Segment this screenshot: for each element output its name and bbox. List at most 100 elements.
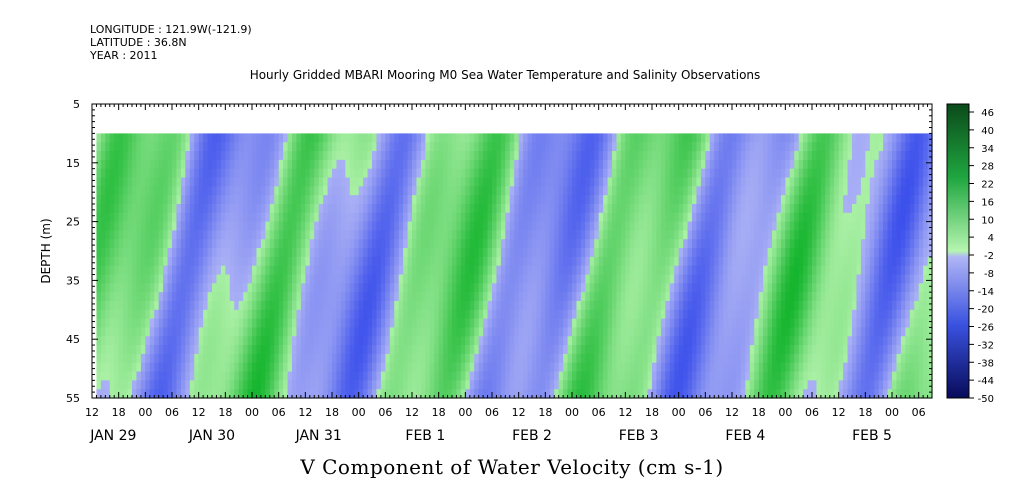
heatmap-cell	[598, 283, 604, 293]
heatmap-cell	[709, 239, 715, 249]
heatmap-cell	[740, 300, 746, 311]
heatmap-cell	[358, 256, 364, 267]
heatmap-cell	[647, 230, 653, 240]
heatmap-cell	[434, 239, 440, 249]
heatmap-cell	[692, 353, 698, 364]
heatmap-cell	[389, 371, 395, 381]
heatmap-cell	[149, 256, 155, 267]
heatmap-cell	[683, 203, 689, 214]
heatmap-cell	[234, 318, 240, 329]
heatmap-cell	[96, 151, 102, 161]
heatmap-cell	[758, 221, 764, 232]
heatmap-cell	[727, 142, 733, 152]
heatmap-cell	[238, 133, 244, 143]
heatmap-cell	[727, 265, 733, 276]
heatmap-cell	[265, 186, 271, 196]
heatmap-cell	[652, 389, 658, 399]
heatmap-cell	[189, 274, 195, 284]
heatmap-cell	[683, 371, 689, 381]
heatmap-cell	[825, 283, 831, 293]
heatmap-cell	[300, 265, 306, 276]
heatmap-cell	[514, 389, 520, 399]
heatmap-cell	[523, 353, 529, 364]
heatmap-cell	[469, 380, 475, 390]
heatmap-cell	[709, 353, 715, 364]
heatmap-cell	[598, 177, 604, 187]
heatmap-cell	[758, 292, 764, 302]
heatmap-cell	[509, 203, 515, 214]
heatmap-cell	[305, 300, 311, 311]
heatmap-cell	[820, 239, 826, 249]
heatmap-cell	[269, 389, 275, 399]
heatmap-cell	[274, 292, 280, 302]
heatmap-cell	[780, 230, 786, 240]
heatmap-cell	[665, 177, 671, 187]
heatmap-cell	[149, 362, 155, 373]
heatmap-cell	[212, 186, 218, 196]
heatmap-cell	[687, 336, 693, 346]
heatmap-cell	[616, 239, 622, 249]
heatmap-cell	[505, 168, 511, 179]
heatmap-cell	[829, 300, 835, 311]
heatmap-cell	[412, 159, 418, 170]
heatmap-cell	[514, 353, 520, 364]
heatmap-cell	[185, 380, 191, 390]
heatmap-cell	[229, 186, 235, 196]
heatmap-cell	[185, 353, 191, 364]
heatmap-cell	[718, 371, 724, 381]
heatmap-cell	[194, 230, 200, 240]
heatmap-cell	[434, 151, 440, 161]
heatmap-cell	[247, 186, 253, 196]
heatmap-cell	[794, 177, 800, 187]
heatmap-cell	[794, 345, 800, 355]
heatmap-cell	[749, 195, 755, 205]
heatmap-cell	[518, 389, 524, 399]
heatmap-cell	[536, 212, 542, 223]
heatmap-cell	[834, 248, 840, 258]
heatmap-cell	[634, 159, 640, 170]
heatmap-cell	[345, 203, 351, 214]
heatmap-cell	[714, 203, 720, 214]
heatmap-cell	[794, 133, 800, 143]
heatmap-cell	[216, 336, 222, 346]
heatmap-cell	[340, 256, 346, 267]
heatmap-cell	[549, 151, 555, 161]
heatmap-cell	[567, 362, 573, 373]
heatmap-cell	[700, 151, 706, 161]
heatmap-cell	[736, 203, 742, 214]
heatmap-cell	[660, 177, 666, 187]
heatmap-cell	[638, 300, 644, 311]
heatmap-cell	[123, 177, 129, 187]
heatmap-cell	[669, 265, 675, 276]
heatmap-cell	[554, 300, 560, 311]
heatmap-cell	[376, 142, 382, 152]
heatmap-cell	[385, 203, 391, 214]
heatmap-cell	[754, 389, 760, 399]
heatmap-cell	[772, 248, 778, 258]
heatmap-cell	[807, 142, 813, 152]
heatmap-cell	[274, 203, 280, 214]
heatmap-cell	[420, 230, 426, 240]
heatmap-cell	[283, 300, 289, 311]
heatmap-cell	[132, 309, 138, 320]
heatmap-cell	[736, 380, 742, 390]
heatmap-cell	[780, 336, 786, 346]
heatmap-cell	[345, 345, 351, 355]
heatmap-cell	[652, 362, 658, 373]
heatmap-cell	[629, 292, 635, 302]
heatmap-cell	[789, 195, 795, 205]
heatmap-cell	[123, 203, 129, 214]
heatmap-cell	[207, 142, 213, 152]
heatmap-cell	[803, 177, 809, 187]
heatmap-cell	[460, 300, 466, 311]
heatmap-cell	[692, 336, 698, 346]
heatmap-cell	[523, 203, 529, 214]
heatmap-cell	[487, 345, 493, 355]
heatmap-cell	[572, 274, 578, 284]
heatmap-cell	[505, 353, 511, 364]
heatmap-cell	[834, 195, 840, 205]
heatmap-cell	[789, 371, 795, 381]
heatmap-cell	[549, 389, 555, 399]
heatmap-cell	[540, 195, 546, 205]
heatmap-cell	[300, 389, 306, 399]
